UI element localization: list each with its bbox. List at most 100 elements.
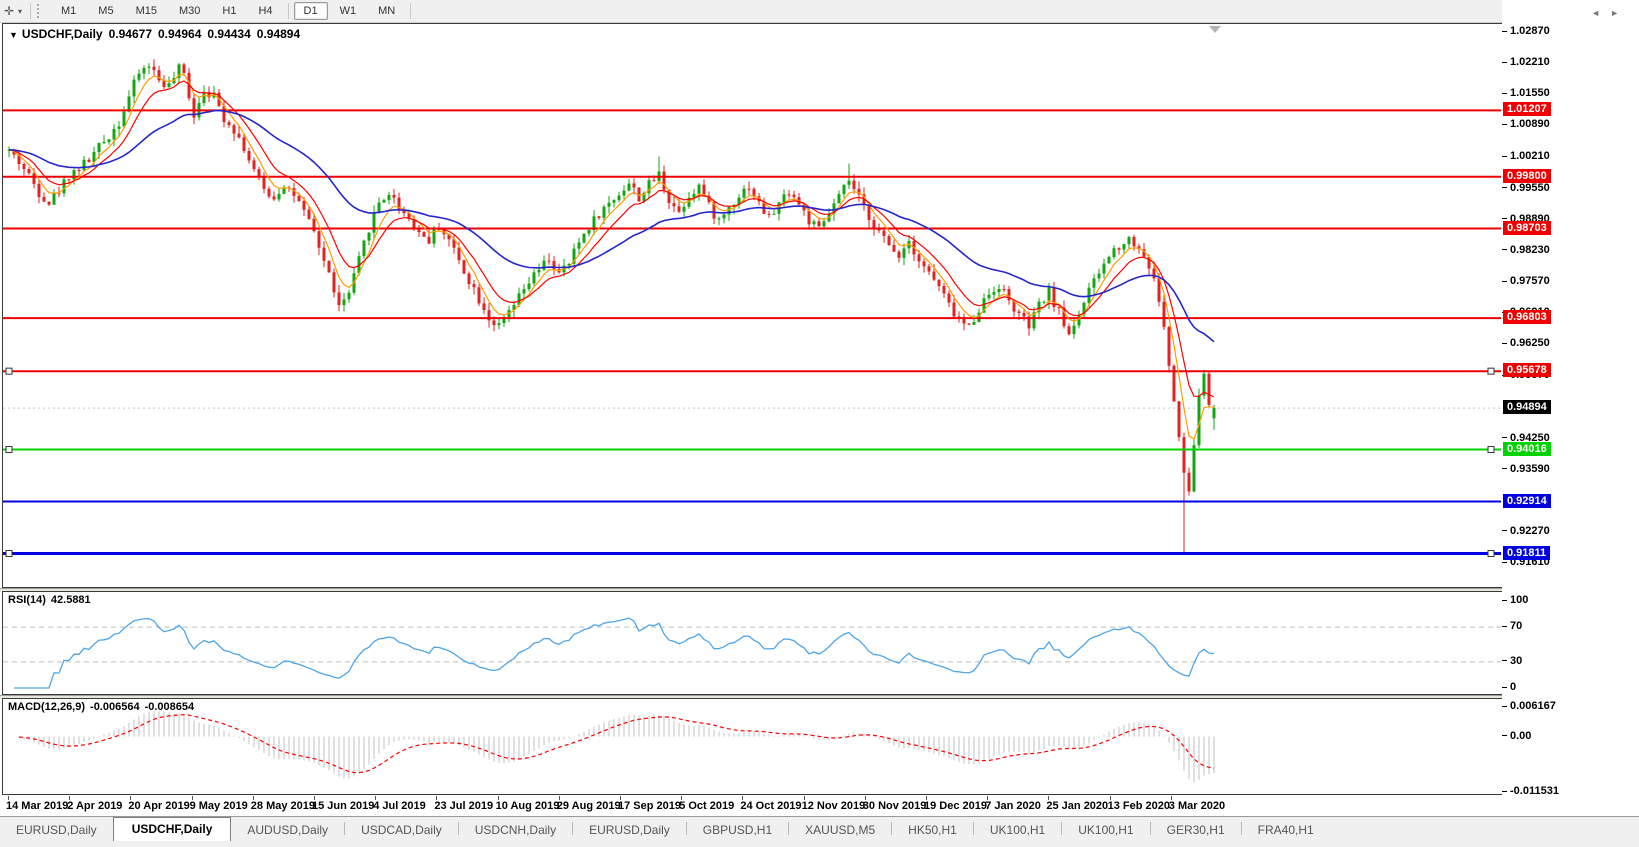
candlestick-chart[interactable] <box>3 24 1502 587</box>
toolbar-separator <box>30 3 32 19</box>
collapse-icon[interactable]: ▼ <box>9 30 18 40</box>
timeframe-button-m1[interactable]: M1 <box>61 5 77 17</box>
macd-tick: 0.006167 <box>1502 699 1556 713</box>
rsi-tick: 0 <box>1502 680 1516 694</box>
macd-histogram <box>18 710 1215 783</box>
ma-medium-line <box>8 80 1215 398</box>
price-tick: 1.02210 <box>1502 55 1550 69</box>
panel-divider[interactable] <box>0 588 1639 592</box>
macd-name: MACD(12,26,9) <box>8 701 86 713</box>
chart-tab-eurusd-daily[interactable]: EURUSD,Daily <box>16 823 97 837</box>
rsi-name: RSI(14) <box>8 594 46 606</box>
window-bottom-strip <box>0 841 1639 847</box>
panel-divider[interactable] <box>0 695 1639 699</box>
toolbar-grip[interactable] <box>37 4 44 18</box>
tab-separator <box>685 822 687 835</box>
level-price-label[interactable]: 0.92914 <box>1503 493 1551 508</box>
chevron-down-icon[interactable]: ▾ <box>18 6 23 16</box>
ma-slow-line <box>8 109 1215 343</box>
tab-separator <box>1061 822 1063 835</box>
chart-tab-usdchf-daily[interactable]: USDCHF,Daily <box>112 817 232 842</box>
tab-separator <box>572 822 574 835</box>
macd-label: MACD(12,26,9) -0.006564 -0.008654 <box>8 701 199 713</box>
chart-tab-xauusd-m5[interactable]: XAUUSD,M5 <box>805 823 876 837</box>
tab-scroll-right-icon[interactable]: ► <box>1610 8 1629 18</box>
price-scale[interactable]: 1.02870 1.02210 1.01550 1.00890 1.00210 0.995… <box>1502 0 1639 797</box>
chart-tab-eurusd-daily[interactable]: EURUSD,Daily <box>589 823 670 837</box>
price-tick: 0.97570 <box>1502 274 1550 288</box>
tab-separator <box>972 822 974 835</box>
chart-tab-fra40-h1[interactable]: FRA40,H1 <box>1257 823 1314 837</box>
timeframe-button-w1[interactable]: W1 <box>339 5 357 17</box>
date-axis: 14 Mar 2019 2 Apr 2019 20 Apr 2019 9 May 20… <box>2 796 1502 816</box>
level-price-label[interactable]: 0.99800 <box>1503 168 1551 183</box>
date-label: 19 Dec 2019 <box>924 800 987 812</box>
chart-tab-hk50-h1[interactable]: HK50,H1 <box>908 823 957 837</box>
price-tick: 0.92270 <box>1502 524 1550 538</box>
date-label: 20 Apr 2019 <box>128 800 190 812</box>
main-chart-panel[interactable]: ▼ USDCHF,Daily 0.94677 0.94964 0.94434 0.9489… <box>2 23 1503 588</box>
symbol-period-label: USDCHF,Daily <box>21 27 103 41</box>
date-tick <box>375 796 377 800</box>
timeframe-group: M1 M5 M15 M30 H1 H4 D1 W1 MN <box>50 2 415 20</box>
chart-tab-uk100-h1[interactable]: UK100,H1 <box>989 823 1046 837</box>
toolbar: ✛ ▾ M1 M5 M15 M30 H1 H4 D1 W1 MN <box>0 0 1639 23</box>
timeframe-button-d1[interactable]: D1 <box>293 2 328 20</box>
date-label: 29 Aug 2019 <box>556 800 621 812</box>
chart-tab-usdcad-daily[interactable]: USDCAD,Daily <box>361 823 442 837</box>
date-tick <box>620 796 621 800</box>
timeframe-button-mn[interactable]: MN <box>378 5 396 17</box>
chart-tab-usdcnh-daily[interactable]: USDCNH,Daily <box>474 823 557 837</box>
tab-separator <box>891 822 893 835</box>
open-value: 0.94677 <box>108 27 152 41</box>
rsi-tick: 100 <box>1502 593 1528 607</box>
tab-scroll-buttons: ◄► <box>1591 8 1629 18</box>
rsi-panel[interactable]: RSI(14) 42.5881 <box>2 591 1503 695</box>
chart-tab-audusd-daily[interactable]: AUDUSD,Daily <box>247 823 329 837</box>
rsi-label: RSI(14) 42.5881 <box>8 594 96 606</box>
timeframe-button-h4[interactable]: H4 <box>258 5 273 17</box>
price-tick: 0.93590 <box>1502 462 1550 476</box>
date-label: 23 Jul 2019 <box>434 800 494 812</box>
chart-tab-gbpusd-h1[interactable]: GBPUSD,H1 <box>702 823 773 837</box>
price-tick: 0.96250 <box>1502 336 1550 350</box>
timeframe-button-m15[interactable]: M15 <box>135 5 157 17</box>
date-label: 10 Aug 2019 <box>495 800 560 812</box>
level-price-label[interactable]: 0.96803 <box>1503 310 1551 325</box>
date-tick <box>681 796 683 800</box>
price-tick: 1.02870 <box>1502 24 1550 38</box>
tab-separator <box>1240 822 1242 835</box>
level-price-label[interactable]: 1.01207 <box>1503 102 1551 117</box>
toolbar-separator <box>410 3 412 19</box>
level-price-label[interactable]: 0.95678 <box>1503 363 1551 378</box>
tab-separator <box>457 822 459 835</box>
tab-scroll-left-icon[interactable]: ◄ <box>1591 8 1611 18</box>
price-tick: 0.99550 <box>1502 181 1550 195</box>
level-price-label[interactable]: 0.98703 <box>1503 220 1551 235</box>
date-tick <box>864 796 866 800</box>
rsi-tick: 70 <box>1502 619 1522 633</box>
timeframe-button-h1[interactable]: H1 <box>222 5 237 17</box>
line-handle <box>5 550 13 558</box>
date-tick <box>926 796 927 800</box>
chart-tab-uk100-h1[interactable]: UK100,H1 <box>1078 823 1134 837</box>
macd-tick: 0.00 <box>1502 729 1531 743</box>
macd-value: -0.006564 <box>90 701 140 713</box>
date-tick <box>1048 796 1050 800</box>
date-tick <box>8 796 9 800</box>
high-value: 0.94964 <box>158 27 202 41</box>
timeframe-button-m30[interactable]: M30 <box>178 5 201 17</box>
timeframe-button-m5[interactable]: M5 <box>98 5 114 17</box>
chart-tab-ger30-h1[interactable]: GER30,H1 <box>1166 823 1225 837</box>
toolbar-separator <box>287 3 289 19</box>
date-label: 24 Oct 2019 <box>740 800 802 812</box>
chart-tab-bar: EURUSD,Daily USDCHF,Daily AUDUSD,Daily USDC… <box>0 816 1639 842</box>
macd-panel[interactable]: MACD(12,26,9) -0.006564 -0.008654 <box>2 698 1503 795</box>
cursor-crosshair-icon[interactable]: ✛ <box>3 4 15 18</box>
date-label: 13 Feb 2020 <box>1107 800 1170 812</box>
ma-fast-line <box>8 73 1215 441</box>
level-price-label[interactable]: 0.94016 <box>1503 441 1551 456</box>
date-tick <box>69 796 71 800</box>
level-price-label[interactable]: 0.91811 <box>1503 545 1551 560</box>
